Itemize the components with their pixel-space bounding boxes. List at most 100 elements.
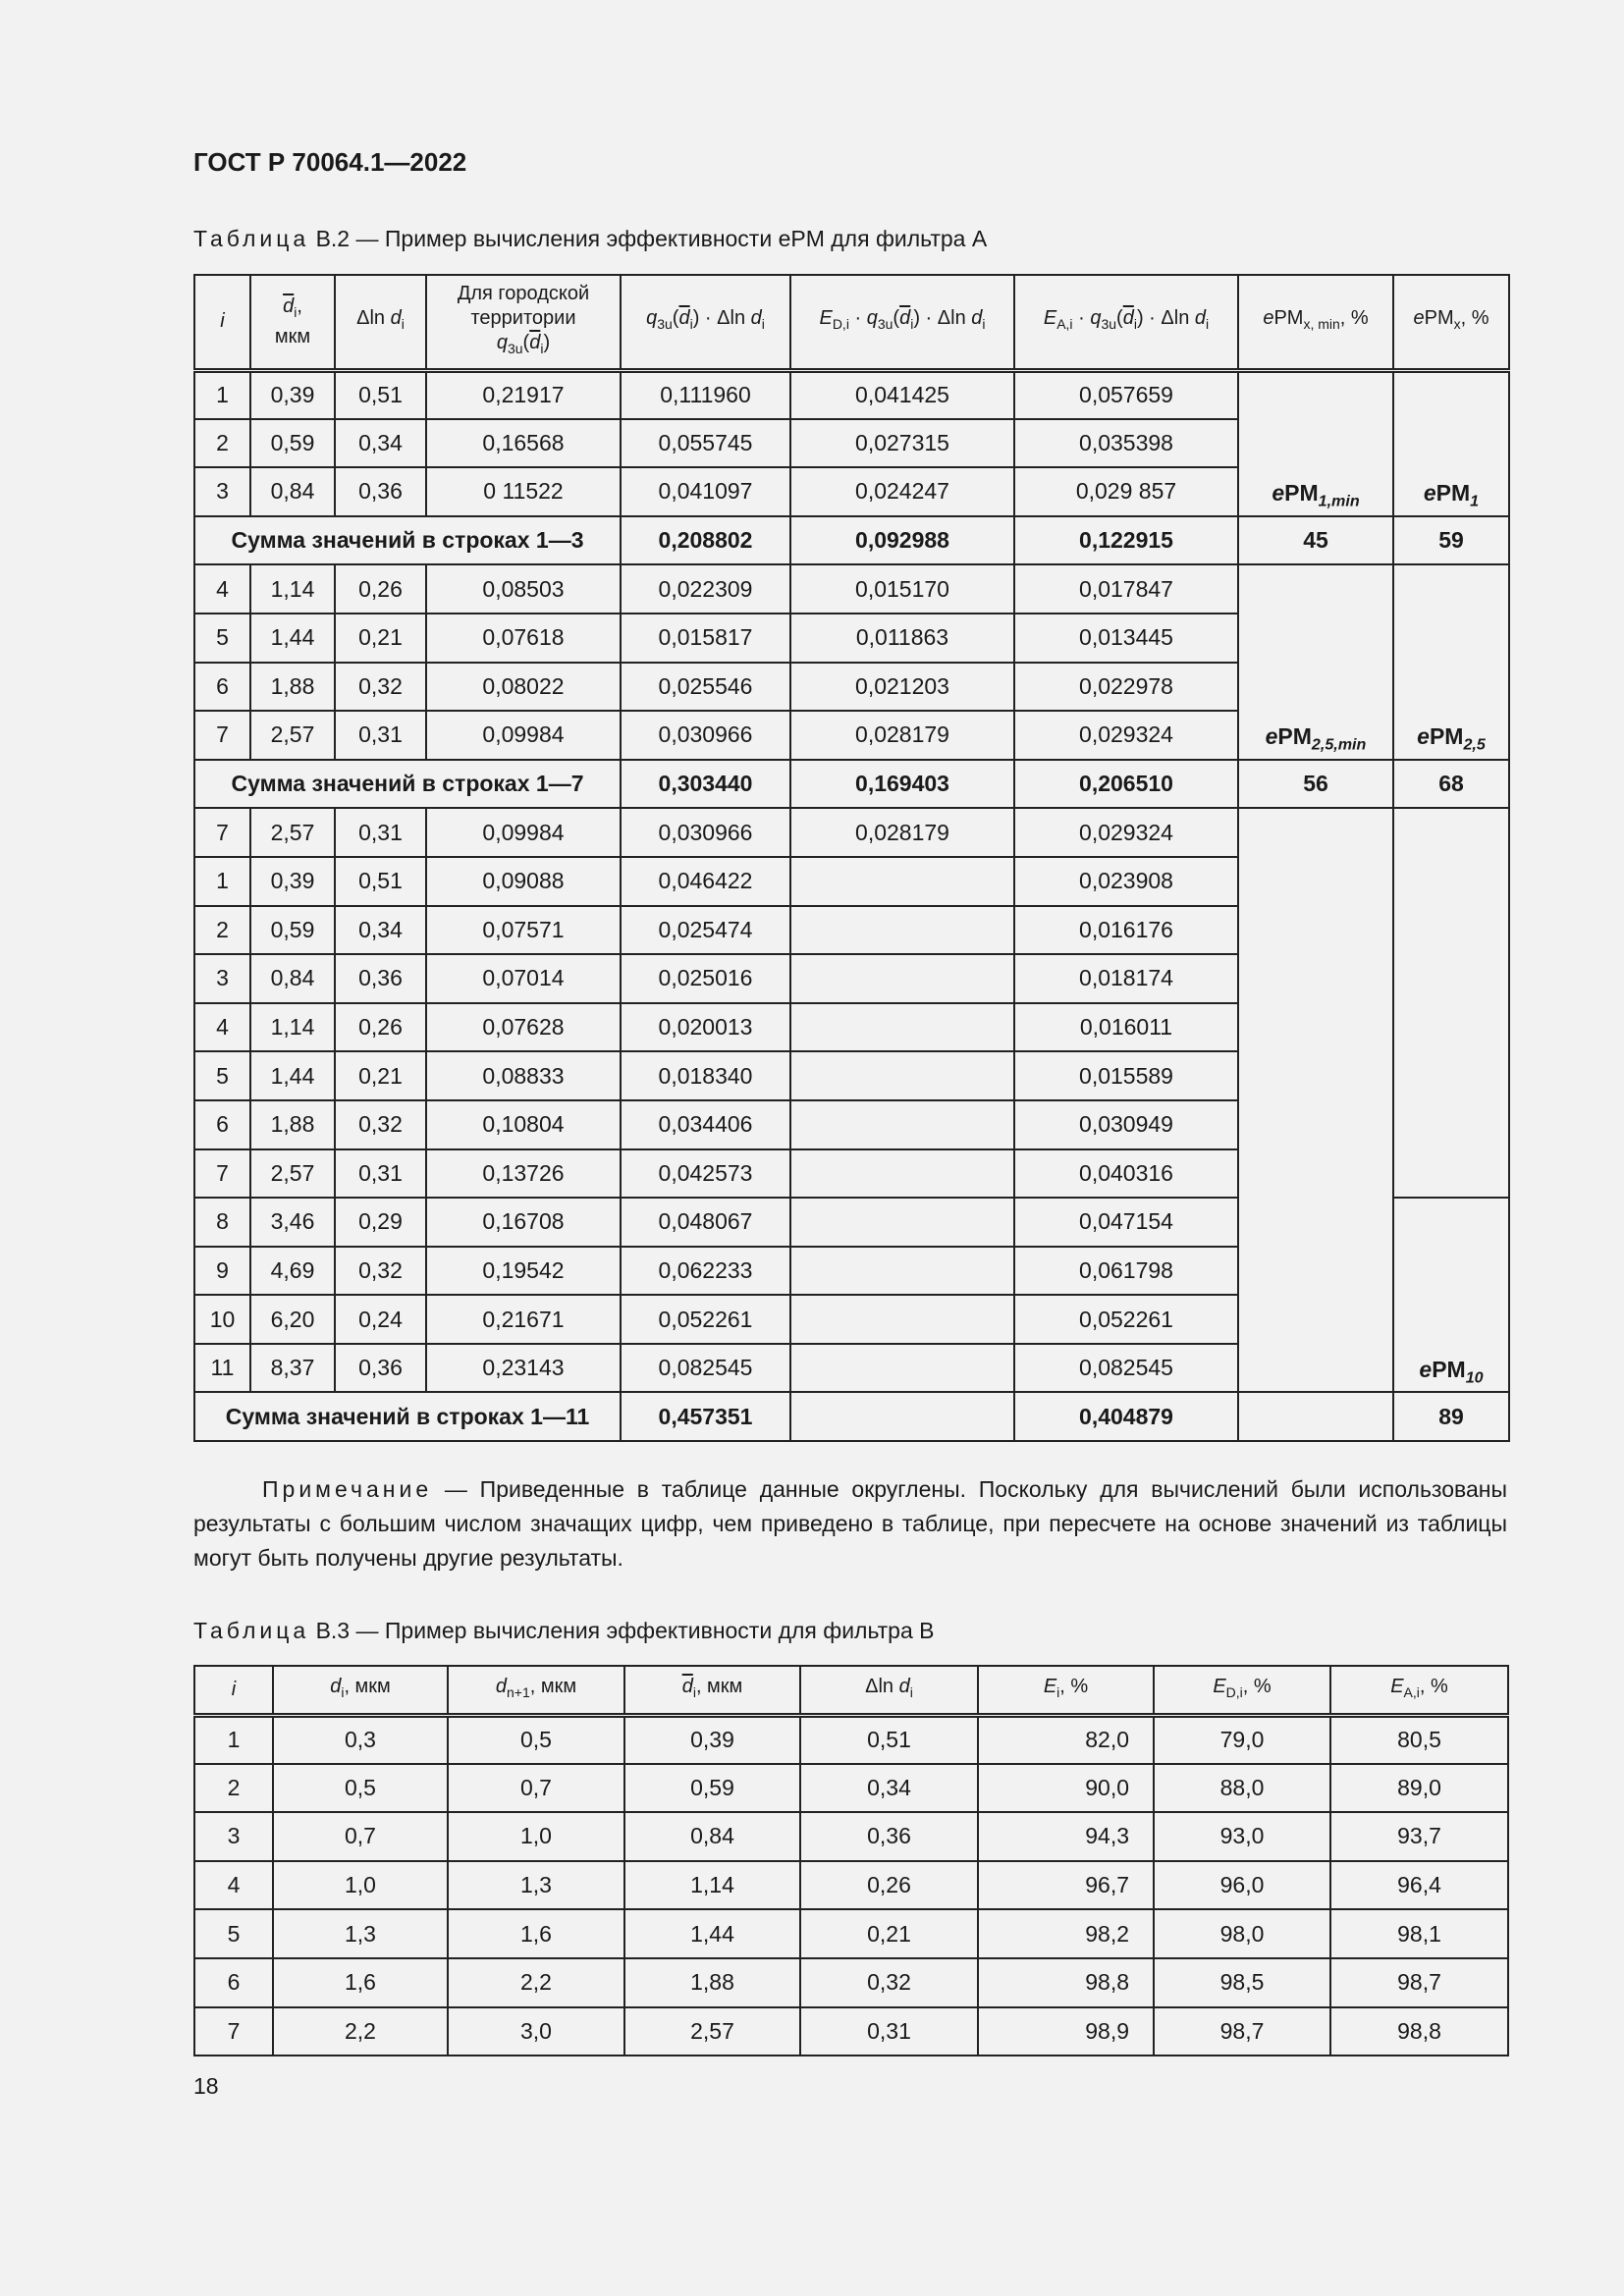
table-cell: 98,2 — [977, 1908, 1155, 1959]
table-row: 1 0,39 0,51 0,09088 0,046422 0,023908 — [193, 855, 1509, 907]
table-cell: 0,042573 — [620, 1148, 791, 1200]
table-cell: 0,047154 — [1013, 1197, 1239, 1248]
table-row: 4 1,0 1,3 1,14 0,26 96,7 96,0 96,4 — [193, 1859, 1509, 1911]
table-cell: 3 — [193, 953, 251, 1004]
table-cell: 0,021203 — [789, 661, 1015, 713]
column-header: di, мкм — [623, 1665, 801, 1718]
table-row: 1 0,39 0,51 0,21917 0,111960 0,041425 0,057659… — [193, 369, 1510, 517]
table-cell: 3,0 — [447, 2005, 625, 2057]
header-text: мкм — [274, 325, 311, 347]
table-cell: 98,8 — [977, 1956, 1155, 2008]
table-b2-caption: Таблица В.2 — Пример вычисления эффектив… — [193, 226, 987, 252]
table-cell: 0,028179 — [789, 807, 1015, 858]
table-cell: 93,7 — [1329, 1811, 1509, 1862]
table-cell: 0,10804 — [425, 1098, 622, 1150]
table-cell: 94,3 — [977, 1811, 1155, 1862]
table-cell: 0,048067 — [620, 1197, 791, 1248]
table-cell: 0,31 — [334, 710, 427, 761]
table-cell: 0,5 — [272, 1762, 449, 1814]
table-b2: i di, мкм Δln di Для городской территории q… — [193, 274, 1510, 1443]
header-text: D,i — [1225, 1683, 1243, 1700]
sum-ed — [789, 1391, 1015, 1443]
table-row: 9 4,69 0,32 0,19542 0,062233 0,061798 — [193, 1245, 1509, 1297]
table-cell: 82,0 — [977, 1714, 1155, 1765]
table-cell: 6 — [193, 1098, 251, 1150]
header-text: E — [819, 307, 833, 330]
column-header: ePMx, % — [1392, 274, 1510, 373]
header-text: d — [330, 1675, 342, 1697]
table-cell: 2 — [193, 904, 251, 956]
table-cell: 0,32 — [334, 661, 427, 713]
table-cell: 0,07014 — [425, 953, 622, 1004]
sum-label: Сумма значений в строках 1—3 — [193, 514, 622, 566]
header-text: D,i — [832, 316, 849, 333]
table-cell: 0,057659 — [1013, 369, 1239, 420]
note-word: Примечание — [262, 1476, 433, 1502]
header-text: , % — [1242, 1675, 1272, 1697]
table-cell: 0,19542 — [425, 1245, 622, 1297]
header-text: , % — [1460, 307, 1489, 330]
epm-label-sub: 2,5,min — [1311, 735, 1367, 754]
table-cell: 0,025474 — [620, 904, 791, 956]
header-text: d — [495, 1675, 507, 1697]
header-text: , % — [1059, 1675, 1089, 1697]
table-cell: 0,32 — [334, 1245, 427, 1297]
page-number: 18 — [193, 2073, 219, 2099]
epm-label-cell: ePM2,5 — [1392, 563, 1510, 761]
sum-epm_min: 56 — [1237, 758, 1394, 810]
table-cell: 0,046422 — [620, 855, 791, 907]
table-row: 2 0,5 0,7 0,59 0,34 90,0 88,0 89,0 — [193, 1762, 1509, 1814]
header-text: i — [231, 1678, 237, 1700]
table-cell: 0,59 — [623, 1762, 801, 1814]
table-cell: 98,1 — [1329, 1908, 1509, 1959]
sum-row: Сумма значений в строках 1—3 0,208802 0,09… — [193, 514, 1510, 566]
table-cell: 1 — [193, 1714, 274, 1765]
sum-epm: 68 — [1392, 758, 1510, 810]
table-cell: 1,88 — [249, 661, 336, 713]
table-cell: 1,0 — [272, 1859, 449, 1911]
table-cell: 0,015817 — [620, 612, 791, 664]
table-cell: 0,32 — [799, 1956, 979, 2008]
document-id: ГОСТ Р 70064.1—2022 — [193, 147, 467, 177]
table-cell: 5 — [193, 1050, 251, 1101]
table-cell: 0,21917 — [425, 369, 622, 420]
header-text: , мкм — [344, 1675, 391, 1697]
table-cell: 3 — [193, 466, 251, 517]
caption-text: В.3 — Пример вычисления эффективности дл… — [309, 1618, 935, 1643]
sum-q: 0,457351 — [620, 1391, 791, 1443]
table-cell: 0,030966 — [620, 710, 791, 761]
table-cell: 0,7 — [272, 1811, 449, 1862]
header-text: ) — [543, 332, 551, 354]
sum-epm: 59 — [1392, 514, 1510, 566]
sum-ea: 0,404879 — [1013, 1391, 1239, 1443]
epm-label: PM — [1432, 1356, 1466, 1382]
table-cell: 2,57 — [623, 2005, 801, 2057]
table-cell: 0,39 — [249, 369, 336, 420]
epm-label-cell: ePM10 — [1392, 1197, 1510, 1394]
header-text: 3u — [657, 316, 673, 333]
table-cell: 0,034406 — [620, 1098, 791, 1150]
table-cell: 96,4 — [1329, 1859, 1509, 1911]
table-cell: 1,44 — [249, 612, 336, 664]
table-row: 3 0,84 0,36 0 11522 0,041097 0,024247 0,029 85… — [193, 466, 1509, 517]
table-cell: 90,0 — [977, 1762, 1155, 1814]
header-text: d — [971, 307, 983, 330]
column-header: ED,i · q3u(di) · Δln di — [789, 274, 1015, 373]
table-cell: 11 — [193, 1342, 251, 1394]
header-text: d — [1122, 307, 1134, 330]
column-header: Δln di — [334, 274, 427, 373]
epm-label: e — [1423, 480, 1436, 507]
header-text: i — [341, 1683, 345, 1700]
header-text: , мкм — [695, 1675, 743, 1697]
table-cell: 96,7 — [977, 1859, 1155, 1911]
table-cell: 1,44 — [249, 1050, 336, 1101]
table-cell: 0,7 — [447, 1762, 625, 1814]
table-cell: 7 — [193, 710, 251, 761]
header-text: A,i — [1403, 1683, 1420, 1700]
sum-ea: 0,122915 — [1013, 514, 1239, 566]
header-text: i — [401, 316, 405, 333]
sum-epm: 89 — [1392, 1391, 1510, 1443]
table-cell: 98,0 — [1153, 1908, 1331, 1959]
table-cell: 89,0 — [1329, 1762, 1509, 1814]
table-cell: 9 — [193, 1245, 251, 1297]
